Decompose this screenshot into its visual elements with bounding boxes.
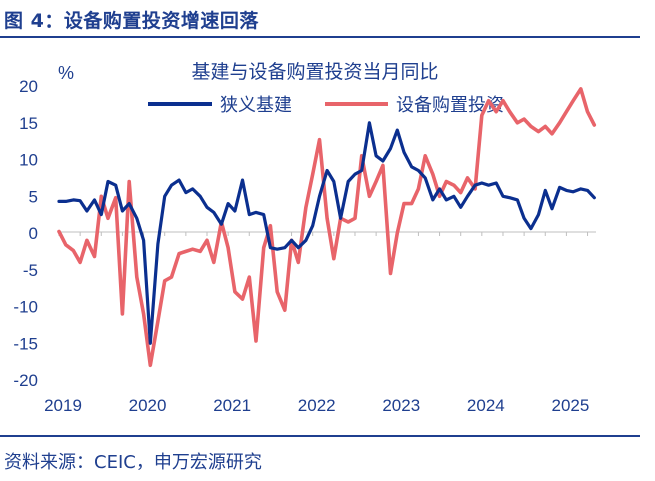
legend: 狭义基建 设备购置投资 [148,95,504,115]
legend-label: 设备购置投资 [396,95,504,115]
y-tick-label: -20 [13,371,38,390]
y-axis-ticks: 20 15 10 5 0 -5 -10 -15 -20 [13,77,38,390]
title-rule [0,36,640,38]
x-tick-label: 2025 [551,396,589,415]
x-tick-label: 2024 [467,396,505,415]
y-tick-label: 15 [19,114,38,133]
figure-title: 图 4：设备购置投资增速回落 [4,10,259,32]
chart-title: 基建与设备购置投资当月同比 [191,61,438,83]
y-axis-label: % [58,63,74,83]
y-tick-label: 0 [29,224,38,243]
y-tick-label: -5 [23,261,38,280]
legend-label: 狭义基建 [220,95,292,115]
y-tick-label: -15 [13,334,38,353]
y-tick-label: -10 [13,298,38,317]
x-tick-label: 2023 [382,396,420,415]
x-tick-label: 2022 [298,396,336,415]
y-tick-label: 5 [29,187,38,206]
series-line-infrastructure [57,121,596,345]
footer-rule [0,435,640,437]
series-line-equipment-purchase [57,87,597,368]
x-tick-label: 2021 [213,396,251,415]
source-note: 资料来源：CEIC，申万宏源研究 [4,452,262,473]
y-tick-label: 10 [19,151,38,170]
x-tick-label: 2020 [129,396,167,415]
series-layer [57,87,597,368]
x-tick-label: 2019 [44,396,82,415]
y-tick-label: 20 [19,77,38,96]
